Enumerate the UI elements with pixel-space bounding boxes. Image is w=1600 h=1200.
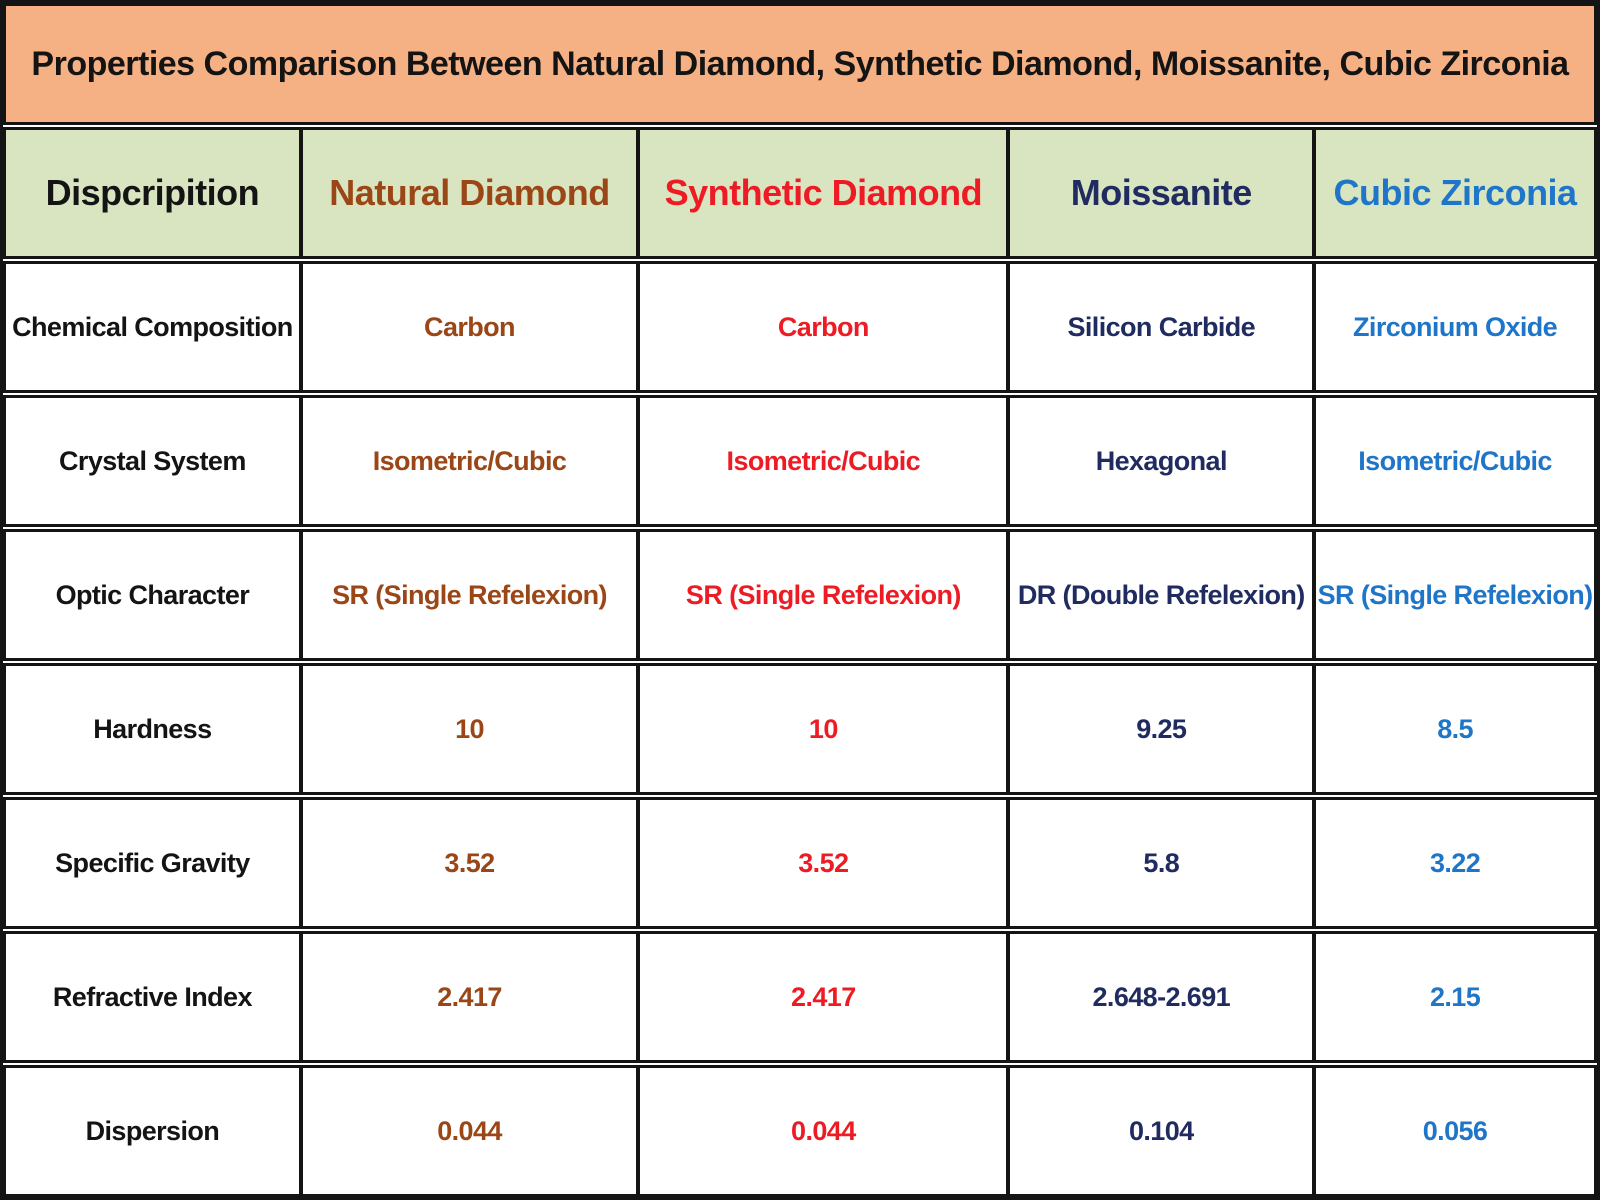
row-label: Specific Gravity: [55, 847, 250, 878]
table-row-chemical-composition: Chemical Composition Carbon Carbon Silic…: [3, 261, 1597, 393]
table-cell: 2.417: [636, 934, 1006, 1060]
table-cell: 0.056: [1312, 1068, 1594, 1194]
table-cell: Isometric/Cubic: [298, 398, 636, 524]
row-label: Refractive Index: [52, 981, 253, 1012]
column-header-cubic-zirconia: Cubic Zirconia: [1312, 130, 1594, 256]
row-label: Chemical Composition: [12, 311, 293, 342]
table-title: Properties Comparison Between Natural Di…: [31, 44, 1569, 83]
table-cell: Carbon: [636, 264, 1006, 390]
table-row-hardness: Hardness 10 10 9.25 8.5: [3, 663, 1597, 795]
row-label: Dispersion: [85, 1115, 220, 1146]
row-label: Crystal System: [59, 445, 246, 476]
table-cell: 0.044: [636, 1068, 1006, 1194]
table-cell: 0.104: [1006, 1068, 1312, 1194]
row-label: Optic Character: [55, 579, 250, 610]
table-row-optic-character: Optic Character SR (Single Refelexion) S…: [3, 529, 1597, 661]
table-cell: Carbon: [298, 264, 636, 390]
table-cell: 2.15: [1312, 934, 1594, 1060]
table-cell: Zirconium Oxide: [1312, 264, 1594, 390]
table-cell: 2.648-2.691: [1006, 934, 1312, 1060]
column-header-natural-diamond: Natural Diamond: [298, 130, 636, 256]
table-row-refractive-index: Refractive Index 2.417 2.417 2.648-2.691…: [3, 931, 1597, 1063]
table-row-crystal-system: Crystal System Isometric/Cubic Isometric…: [3, 395, 1597, 527]
table-cell: SR (Single Refelexion): [636, 532, 1006, 658]
table-cell: Isometric/Cubic: [1312, 398, 1594, 524]
table-cell: 3.52: [298, 800, 636, 926]
table-cell: SR (Single Refelexion): [298, 532, 636, 658]
row-label: Hardness: [93, 713, 212, 744]
table-cell: 10: [636, 666, 1006, 792]
column-header-moissanite: Moissanite: [1006, 130, 1312, 256]
table-cell: 0.044: [298, 1068, 636, 1194]
table-cell: 3.52: [636, 800, 1006, 926]
table-cell: 2.417: [298, 934, 636, 1060]
table-cell: 5.8: [1006, 800, 1312, 926]
table-row-specific-gravity: Specific Gravity 3.52 3.52 5.8 3.22: [3, 797, 1597, 929]
table-cell: Silicon Carbide: [1006, 264, 1312, 390]
table-cell: 8.5: [1312, 666, 1594, 792]
table-cell: 3.22: [1312, 800, 1594, 926]
column-header-synthetic-diamond: Synthetic Diamond: [636, 130, 1006, 256]
header-row: Dispcripition Natural Diamond Synthetic …: [3, 127, 1597, 259]
table-cell: SR (Single Refelexion): [1312, 532, 1594, 658]
table-cell: 9.25: [1006, 666, 1312, 792]
table-cell: Isometric/Cubic: [636, 398, 1006, 524]
table-title-bar: Properties Comparison Between Natural Di…: [3, 3, 1597, 125]
table-cell: Hexagonal: [1006, 398, 1312, 524]
column-header-description: Dispcripition: [45, 172, 260, 213]
table-cell: DR (Double Refelexion): [1006, 532, 1312, 658]
table-cell: 10: [298, 666, 636, 792]
table-row-dispersion: Dispersion 0.044 0.044 0.104 0.056: [3, 1065, 1597, 1197]
